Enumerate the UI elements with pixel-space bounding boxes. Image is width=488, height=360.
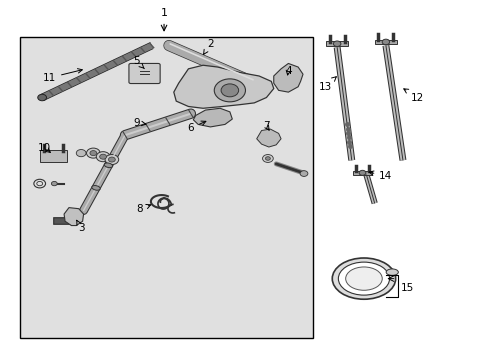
Text: 6: 6 — [187, 121, 205, 133]
Polygon shape — [273, 63, 303, 92]
Text: 3: 3 — [77, 220, 84, 233]
Text: 7: 7 — [263, 121, 269, 131]
Text: 15: 15 — [400, 283, 413, 293]
Text: 14: 14 — [368, 171, 392, 181]
Text: 13: 13 — [318, 77, 336, 92]
Ellipse shape — [338, 262, 389, 295]
Circle shape — [100, 154, 106, 159]
Text: 9: 9 — [133, 118, 145, 128]
Circle shape — [221, 84, 238, 97]
Ellipse shape — [331, 258, 395, 299]
Polygon shape — [64, 208, 83, 226]
Circle shape — [333, 41, 340, 46]
Text: 4: 4 — [285, 66, 291, 76]
Circle shape — [108, 157, 115, 162]
Bar — [326, 41, 347, 46]
Circle shape — [96, 152, 110, 162]
Text: 11: 11 — [43, 69, 82, 83]
Bar — [352, 171, 371, 175]
Text: 2: 2 — [203, 39, 213, 54]
Ellipse shape — [104, 163, 112, 168]
FancyBboxPatch shape — [40, 150, 66, 162]
Ellipse shape — [92, 185, 100, 190]
Circle shape — [300, 171, 307, 176]
Circle shape — [90, 150, 97, 156]
Polygon shape — [173, 65, 273, 108]
Circle shape — [381, 39, 389, 45]
Circle shape — [38, 94, 46, 101]
Circle shape — [51, 181, 57, 186]
Ellipse shape — [386, 269, 398, 275]
Circle shape — [358, 170, 365, 175]
Circle shape — [214, 79, 245, 102]
FancyBboxPatch shape — [129, 63, 160, 84]
Polygon shape — [256, 129, 281, 147]
Text: 10: 10 — [38, 143, 51, 153]
Bar — [374, 40, 396, 44]
Circle shape — [76, 149, 86, 157]
Bar — [20, 37, 312, 338]
Circle shape — [105, 154, 119, 165]
Text: 8: 8 — [136, 204, 150, 215]
Ellipse shape — [345, 267, 382, 290]
Text: 1: 1 — [160, 8, 167, 18]
Circle shape — [265, 157, 270, 160]
Text: 12: 12 — [403, 89, 424, 103]
Circle shape — [86, 148, 100, 158]
Circle shape — [262, 154, 273, 162]
Text: 5: 5 — [133, 56, 144, 69]
Polygon shape — [193, 108, 232, 127]
